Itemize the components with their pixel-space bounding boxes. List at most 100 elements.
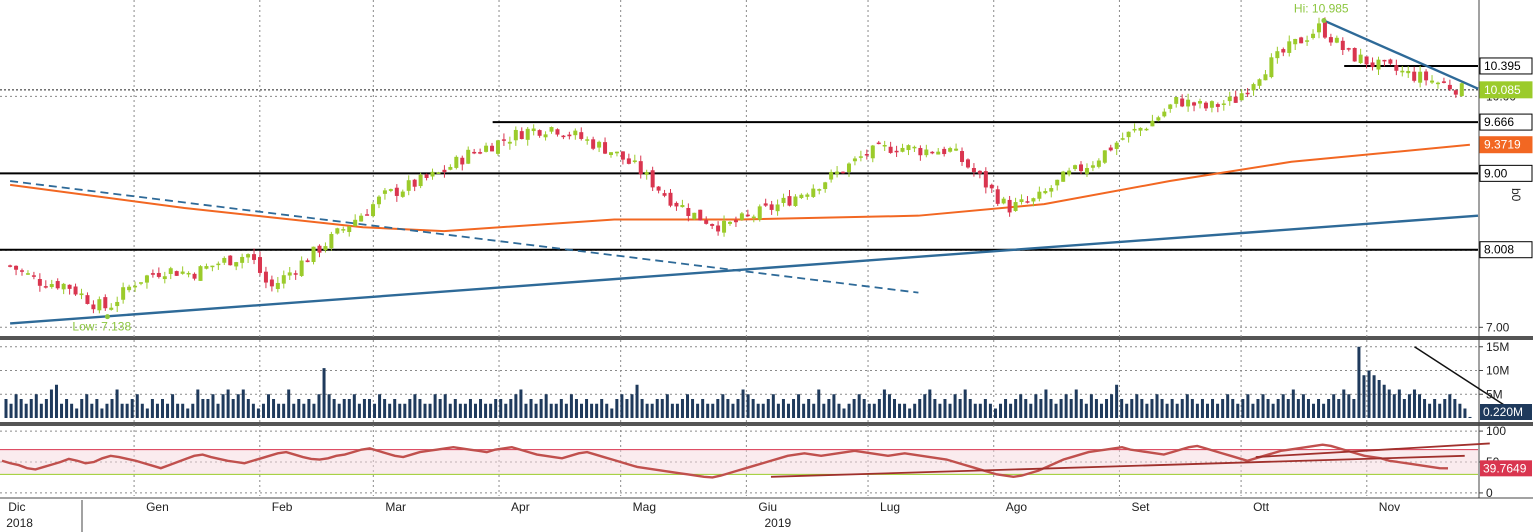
candle-body [430, 171, 435, 177]
volume-bar [408, 399, 412, 418]
candle-body [299, 260, 304, 276]
volume-bar [822, 403, 826, 418]
candle-body [805, 194, 810, 197]
volume-bar [418, 399, 422, 418]
volume-bar [983, 399, 987, 418]
candle-body [567, 134, 572, 137]
extreme-marker [104, 314, 110, 320]
candle-body [799, 194, 804, 199]
volume-bar [1064, 394, 1068, 418]
candle-body [91, 304, 96, 310]
candle-body [150, 273, 155, 275]
candle-body [852, 158, 857, 162]
volume-bar [1458, 403, 1462, 418]
candle-body [263, 271, 268, 283]
volume-bar [383, 399, 387, 418]
candle-body [79, 293, 84, 296]
candle-body [1364, 56, 1369, 65]
volume-bar [322, 368, 326, 418]
candle-body [1441, 81, 1446, 83]
volume-bar [1241, 399, 1245, 418]
candle-body [174, 271, 179, 276]
candle-body [1245, 92, 1250, 95]
volume-bar [181, 403, 185, 418]
candle-body [662, 193, 667, 196]
volume-bar [448, 403, 452, 418]
candle-body [644, 172, 649, 175]
volume-bar [60, 403, 64, 418]
volume-bar [504, 403, 508, 418]
volume-bar [736, 399, 740, 418]
candle-body [858, 156, 863, 158]
volume-tag-label: 0.220M [1483, 405, 1523, 419]
candle-body [1269, 57, 1274, 78]
candle-body [168, 268, 173, 274]
volume-bar [691, 399, 695, 418]
candle-body [698, 209, 703, 221]
volume-bar [75, 408, 79, 418]
volume-bar [34, 394, 38, 418]
volume-bar [1180, 399, 1184, 418]
volume-bar [1004, 399, 1008, 418]
volume-bar [1332, 394, 1336, 418]
candle-body [965, 159, 970, 168]
volume-bar [1276, 399, 1280, 418]
candle-body [341, 229, 346, 231]
candle-body [1447, 84, 1452, 90]
candle-body [948, 148, 953, 152]
candle-body [204, 266, 209, 269]
volume-bar [1205, 403, 1209, 418]
candle-body [394, 187, 399, 196]
volume-bar [1418, 394, 1422, 418]
candle-body [555, 129, 560, 135]
volume-bar [327, 394, 331, 418]
volume-bar [95, 399, 99, 418]
volume-bar [393, 399, 397, 418]
candle-body [1370, 62, 1375, 68]
volume-bar [388, 403, 392, 418]
volume-bar [428, 403, 432, 418]
candle-body [1418, 71, 1423, 83]
volume-bar [251, 403, 255, 418]
volume-bar [1412, 389, 1416, 418]
volume-bar [1110, 394, 1114, 418]
volume-bar [19, 399, 23, 418]
volume-bar [1135, 394, 1139, 418]
candle-body [382, 190, 387, 194]
candle-body [293, 273, 298, 275]
volume-bar [999, 403, 1003, 418]
x-year-label: 2019 [764, 516, 791, 530]
x-month-label: Ago [1006, 500, 1028, 514]
candle-body [1239, 93, 1244, 101]
volume-bar [1130, 399, 1134, 418]
candle-body [1096, 160, 1101, 167]
candle-body [20, 270, 25, 272]
candle-body [240, 256, 245, 263]
volume-bar [100, 408, 104, 418]
volume-bar [832, 394, 836, 418]
candle-body [472, 151, 477, 154]
x-month-label: Giu [758, 500, 777, 514]
volume-bar [1317, 399, 1321, 418]
candle-body [549, 127, 554, 132]
volume-bar [903, 403, 907, 418]
candle-body [918, 147, 923, 156]
volume-bar [1216, 403, 1220, 418]
volume-bar [943, 399, 947, 418]
volume-bar [44, 399, 48, 418]
candle-body [954, 148, 959, 151]
volume-bar [267, 394, 271, 418]
volume-bar [312, 403, 316, 418]
candle-body [626, 158, 631, 164]
price-tag-label: 9.666 [1484, 115, 1514, 129]
volume-bar [519, 389, 523, 418]
volume-bar [49, 389, 53, 418]
candle-body [275, 282, 280, 289]
volume-bar [1402, 399, 1406, 418]
candle-body [1382, 59, 1387, 62]
extreme-marker [1321, 18, 1327, 24]
candle-body [900, 147, 905, 152]
volume-bar [887, 394, 891, 418]
volume-bar [292, 403, 296, 418]
volume-bar [585, 399, 589, 418]
